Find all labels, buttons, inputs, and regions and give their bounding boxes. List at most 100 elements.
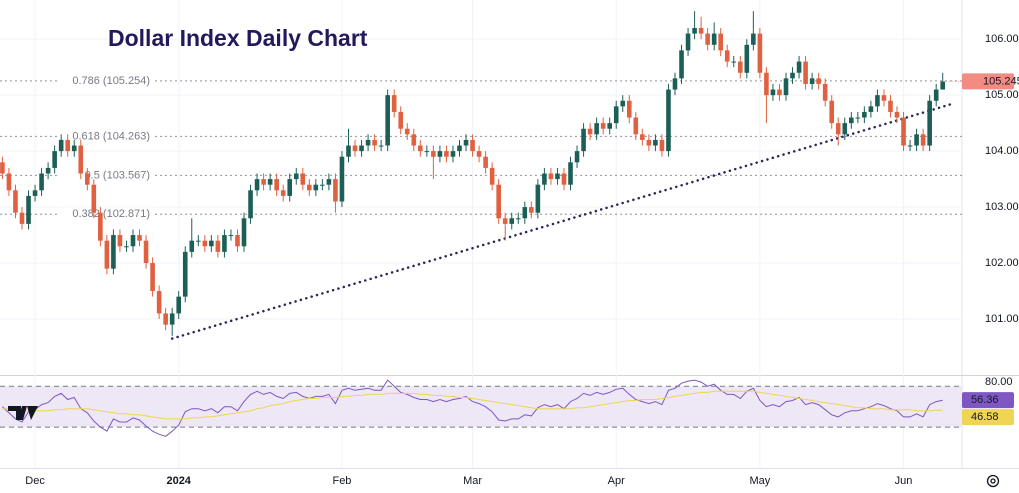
last-price-box (962, 73, 1014, 90)
candle-body (522, 207, 528, 219)
y-tick-label: 101.00 (985, 313, 1019, 325)
candle-body (372, 139, 377, 146)
candle-body (587, 128, 593, 135)
candle-body (881, 95, 887, 101)
candle-body (280, 190, 286, 196)
candle-body (352, 145, 358, 152)
candle-body (633, 117, 639, 135)
y-tick-label: 104.00 (985, 145, 1019, 157)
candle-body (143, 240, 149, 264)
candle-body (411, 134, 417, 146)
candle-body (91, 184, 97, 213)
candle-body (137, 235, 142, 241)
candle-body (862, 111, 867, 118)
candle-body (228, 235, 234, 237)
candle-body (313, 184, 319, 191)
candle-body (594, 123, 599, 135)
candle-body (829, 100, 835, 124)
candle-body (711, 33, 717, 45)
candle-body (724, 50, 730, 62)
fib-label-bg (60, 129, 154, 144)
candle-body (156, 291, 162, 314)
candle-body (568, 162, 573, 185)
candle-body (84, 173, 90, 185)
candle-body (744, 44, 750, 73)
candle-body (248, 190, 253, 219)
candle-body (620, 100, 626, 107)
candle-body (783, 78, 789, 96)
candle-body (751, 33, 756, 45)
candle-body (542, 173, 547, 185)
candle-body (613, 106, 619, 124)
candle-body (705, 33, 710, 45)
candle-body (182, 251, 188, 297)
candle-body (431, 151, 436, 157)
candle-body (607, 123, 612, 129)
fib-label: 0.618 (104.263) (72, 130, 150, 142)
candle-body (58, 139, 64, 152)
candle-body (326, 179, 332, 185)
candle-body (483, 156, 488, 168)
candle-body (920, 134, 926, 146)
candle-body (241, 218, 247, 247)
candle-body (45, 167, 51, 174)
candle-body (509, 218, 515, 224)
x-tick-label: 2024 (166, 475, 191, 487)
candle-body (32, 190, 38, 196)
candle-body (287, 179, 293, 196)
rsi-band (0, 386, 962, 428)
candle-body (901, 117, 906, 146)
candle-body (65, 139, 70, 152)
y-tick-label: 105.00 (985, 89, 1019, 101)
candle-body (333, 179, 338, 202)
candle-body (698, 27, 704, 34)
y-tick-label: 103.00 (985, 201, 1019, 213)
candle-body (19, 212, 25, 224)
rsi-value-label: 46.58 (971, 411, 999, 423)
candle-body (300, 173, 306, 185)
candle-body (816, 78, 821, 84)
candle-body (659, 139, 665, 152)
candle-body (914, 134, 919, 146)
candle-body (111, 235, 116, 269)
candle-body (39, 173, 44, 191)
candle-body (418, 145, 423, 152)
candle-body (13, 190, 18, 213)
candle-body (548, 173, 554, 180)
candle-body (849, 117, 854, 124)
candle-body (731, 61, 737, 63)
candle-body (209, 240, 214, 247)
candle-body (672, 78, 678, 90)
candle-body (737, 61, 743, 73)
candle-body (927, 100, 932, 146)
y-tick-label: 80.00 (985, 376, 1013, 388)
candle-body (581, 128, 586, 152)
rsi-value-box (962, 409, 1014, 426)
y-tick-label: 102.00 (985, 257, 1019, 269)
candle-body (189, 240, 195, 252)
candle-body (424, 151, 430, 153)
fib-label-bg (60, 207, 154, 222)
candle-body (835, 123, 841, 135)
candle-body (202, 240, 208, 247)
candle-body (254, 179, 260, 191)
candle-body (535, 184, 541, 213)
last-price-label: 105.245 (983, 75, 1019, 87)
candle-body (489, 167, 495, 185)
candle-body (822, 83, 828, 101)
candle-body (842, 123, 848, 135)
candle-body (150, 263, 155, 292)
settings-icon[interactable] (986, 474, 1000, 488)
candle-body (803, 61, 808, 84)
rsi-line (2, 390, 943, 420)
candle-body (196, 240, 201, 242)
x-tick-label: May (749, 475, 770, 487)
candle-body (777, 89, 782, 96)
candle-body (685, 33, 691, 51)
fib-label: 0.382 (102.871) (72, 208, 150, 220)
candle-body (98, 212, 103, 241)
candle-body (757, 33, 763, 73)
candle-body (261, 179, 266, 185)
trendline (170, 101, 957, 340)
